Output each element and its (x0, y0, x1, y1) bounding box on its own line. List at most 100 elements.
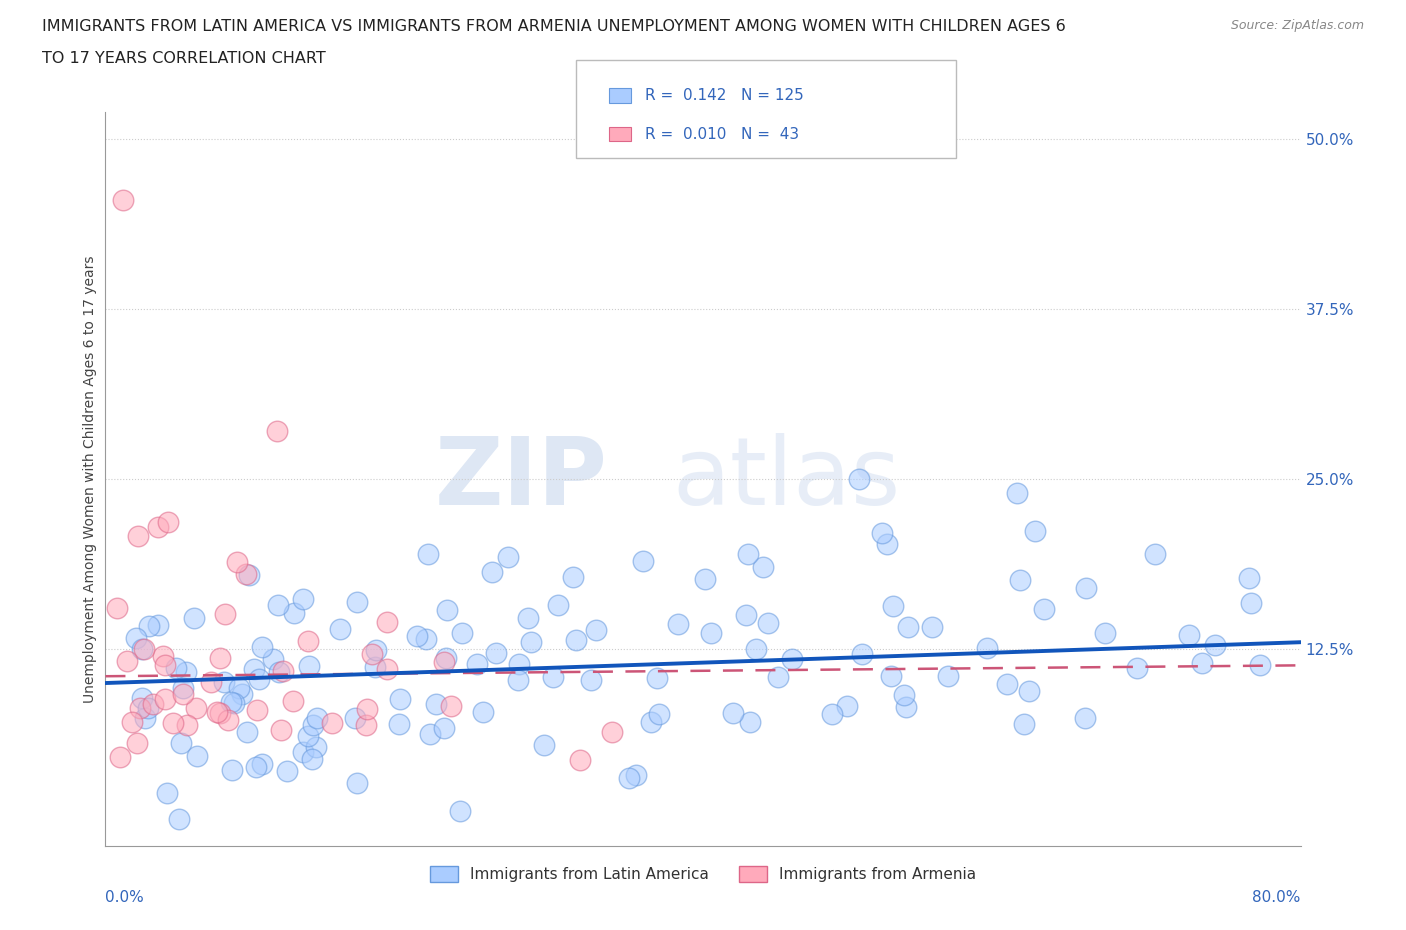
Text: Source: ZipAtlas.com: Source: ZipAtlas.com (1230, 19, 1364, 32)
Point (176, 718, 198, 733)
Point (219, 694, 242, 709)
Point (485, 645, 508, 660)
Point (506, 672, 529, 687)
Point (142, 697, 165, 711)
Point (138, 619, 160, 634)
Point (305, 739, 328, 754)
Legend: Immigrants from Latin America, Immigrants from Armenia: Immigrants from Latin America, Immigrant… (422, 858, 984, 890)
Point (600, 724, 623, 739)
Point (235, 566, 257, 581)
Point (821, 707, 844, 722)
Point (364, 643, 387, 658)
Point (121, 714, 143, 729)
Point (131, 642, 153, 657)
Point (166, 660, 188, 675)
Point (976, 641, 998, 656)
Point (541, 670, 564, 684)
Point (579, 672, 602, 687)
Point (302, 717, 325, 732)
Point (170, 736, 193, 751)
Point (693, 571, 716, 586)
Point (246, 702, 269, 717)
Point (633, 553, 655, 568)
Point (751, 560, 773, 575)
Text: R =  0.142   N = 125: R = 0.142 N = 125 (645, 87, 804, 102)
Point (214, 606, 236, 621)
Point (1240, 595, 1263, 610)
Point (738, 714, 761, 729)
Point (136, 700, 159, 715)
Point (415, 631, 437, 646)
Point (745, 642, 768, 657)
Point (152, 648, 174, 663)
Point (186, 700, 208, 715)
Y-axis label: Unemployment Among Women with Children Ages 6 to 17 years: Unemployment Among Women with Children A… (83, 255, 97, 703)
Point (876, 537, 898, 551)
Point (329, 621, 352, 636)
Point (388, 692, 411, 707)
Point (356, 702, 378, 717)
Point (107, 601, 129, 616)
Point (481, 565, 503, 579)
Point (562, 569, 585, 584)
Point (872, 526, 894, 541)
Point (262, 651, 284, 666)
Point (465, 657, 488, 671)
Point (364, 659, 387, 674)
Point (157, 515, 180, 530)
Point (851, 646, 873, 661)
Point (388, 717, 411, 732)
Point (238, 567, 260, 582)
Point (214, 675, 236, 690)
Point (894, 699, 917, 714)
Point (433, 655, 456, 670)
Point (439, 698, 461, 713)
Point (354, 717, 377, 732)
Point (647, 707, 669, 722)
Point (936, 669, 959, 684)
Point (1074, 711, 1097, 725)
Point (880, 668, 903, 683)
Point (247, 671, 270, 686)
Text: ZIP: ZIP (434, 433, 607, 525)
Point (735, 607, 758, 622)
Point (148, 618, 170, 632)
Point (419, 726, 441, 741)
Point (434, 651, 457, 666)
Point (1177, 628, 1199, 643)
Point (134, 711, 156, 725)
Point (186, 749, 208, 764)
Point (585, 622, 607, 637)
Point (433, 721, 456, 736)
Point (882, 599, 904, 614)
Point (1012, 717, 1035, 732)
Point (276, 764, 298, 779)
Point (231, 686, 253, 701)
Point (221, 763, 243, 777)
Point (995, 676, 1018, 691)
Point (250, 757, 273, 772)
Point (225, 554, 247, 569)
Point (321, 716, 343, 731)
Point (893, 687, 915, 702)
Point (245, 760, 267, 775)
Point (449, 804, 471, 818)
Point (436, 603, 458, 618)
Point (1024, 524, 1046, 538)
Point (1094, 625, 1116, 640)
Point (520, 634, 543, 649)
Point (547, 597, 569, 612)
Point (243, 661, 266, 676)
Point (416, 546, 439, 561)
Point (117, 654, 139, 669)
Point (533, 737, 555, 752)
Point (128, 701, 150, 716)
Point (645, 671, 668, 685)
Point (146, 519, 169, 534)
Point (1204, 638, 1226, 653)
Point (155, 658, 177, 672)
Point (565, 633, 588, 648)
Point (1237, 570, 1260, 585)
Text: atlas: atlas (672, 433, 901, 525)
Point (346, 594, 368, 609)
